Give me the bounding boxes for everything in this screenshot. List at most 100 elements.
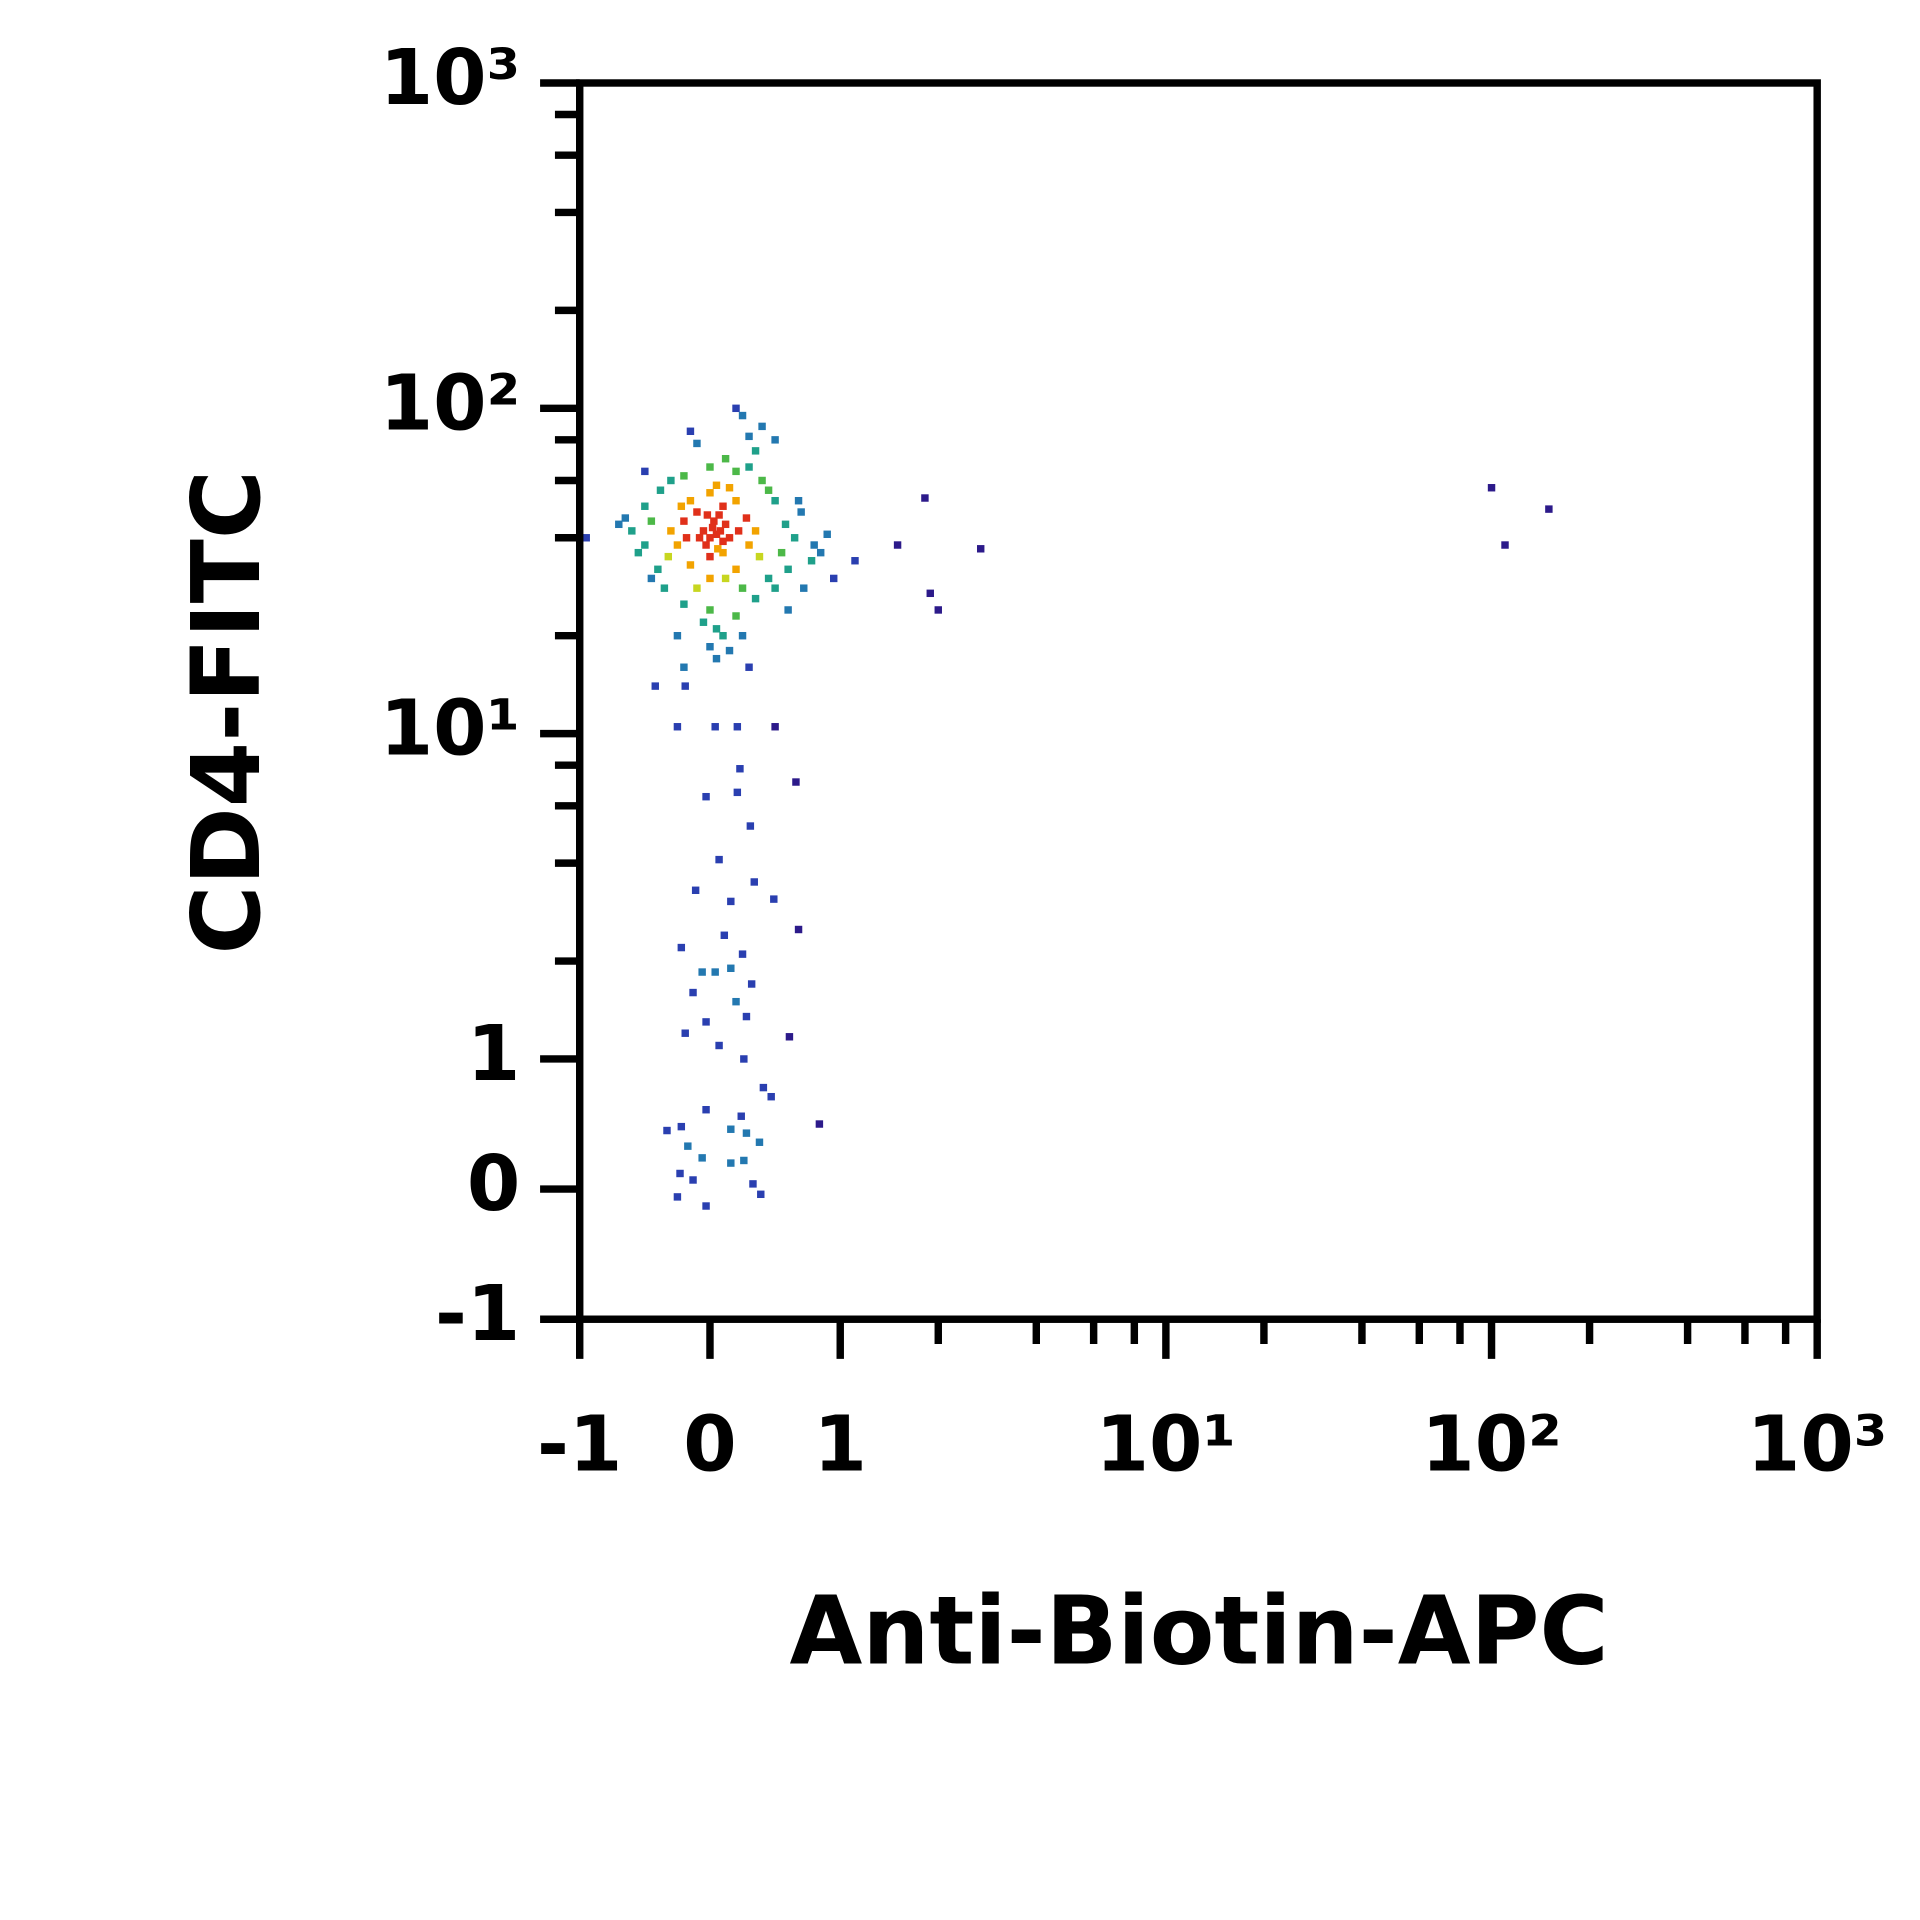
y-axis-label: CD4-FITC (173, 470, 282, 954)
point (698, 1154, 706, 1162)
point (654, 565, 662, 574)
point (751, 527, 760, 535)
point (686, 427, 695, 435)
point (810, 541, 818, 549)
point (680, 600, 688, 608)
x-tick-label: 10¹ (1096, 1400, 1237, 1489)
point (755, 1138, 764, 1146)
point (721, 454, 730, 463)
point (742, 514, 751, 522)
point (673, 541, 682, 549)
point (1545, 505, 1553, 513)
point (708, 523, 717, 532)
point (733, 723, 742, 731)
point (651, 682, 659, 690)
point (706, 574, 714, 583)
point (712, 625, 721, 633)
point (737, 1112, 745, 1120)
point (715, 511, 723, 519)
point (738, 631, 747, 640)
point (764, 574, 773, 583)
point (681, 682, 689, 690)
point (660, 584, 669, 592)
point (921, 494, 929, 502)
point (693, 584, 701, 592)
point (693, 439, 701, 448)
point (695, 534, 704, 542)
point (727, 1125, 735, 1133)
point (641, 467, 649, 476)
point (740, 1156, 748, 1165)
point (706, 552, 714, 561)
point (745, 463, 753, 471)
point (784, 565, 792, 574)
point (725, 534, 734, 542)
point (715, 1041, 723, 1050)
point (736, 765, 744, 773)
point (703, 511, 712, 519)
point (647, 517, 656, 525)
point (790, 534, 799, 542)
point (706, 489, 714, 497)
point (770, 895, 778, 903)
point (714, 545, 722, 553)
point (691, 886, 700, 894)
point (758, 476, 766, 485)
point (719, 631, 727, 640)
point (727, 964, 735, 972)
point (1501, 541, 1509, 549)
point (673, 631, 682, 640)
point (742, 1129, 751, 1137)
y-tick-label: 10³ (380, 34, 521, 123)
point (738, 950, 747, 958)
point (771, 584, 779, 592)
point (725, 484, 734, 492)
point (684, 1142, 692, 1150)
point (634, 548, 643, 557)
point (667, 527, 675, 535)
point (893, 541, 902, 549)
point (732, 565, 740, 574)
point (734, 527, 743, 535)
point (851, 557, 859, 565)
point (755, 552, 764, 561)
point (673, 723, 682, 731)
point (689, 1176, 697, 1184)
point (715, 855, 723, 864)
point (738, 584, 747, 592)
point (716, 527, 725, 535)
point (732, 997, 740, 1006)
point (816, 548, 825, 557)
point (732, 612, 740, 620)
point (677, 943, 686, 952)
point (702, 1018, 710, 1026)
point (733, 788, 742, 797)
point (721, 520, 730, 529)
point (764, 486, 773, 494)
point (771, 436, 779, 444)
point (677, 1122, 686, 1131)
point (682, 534, 691, 542)
points (582, 404, 1553, 1210)
point (676, 1169, 684, 1178)
point (667, 476, 675, 485)
point (926, 589, 934, 598)
point (746, 822, 755, 830)
x-tick-label: -1 (537, 1400, 622, 1489)
point (740, 1055, 748, 1063)
point (719, 502, 727, 510)
point (702, 1202, 710, 1210)
point (807, 557, 816, 565)
point (976, 545, 985, 553)
point (771, 496, 779, 505)
point (710, 517, 718, 525)
point (686, 496, 695, 505)
point (702, 792, 710, 801)
point (628, 527, 636, 535)
y-tick-label: 10¹ (380, 685, 521, 774)
point (815, 1120, 824, 1128)
point (750, 878, 758, 886)
point (680, 472, 688, 480)
point (677, 502, 686, 510)
